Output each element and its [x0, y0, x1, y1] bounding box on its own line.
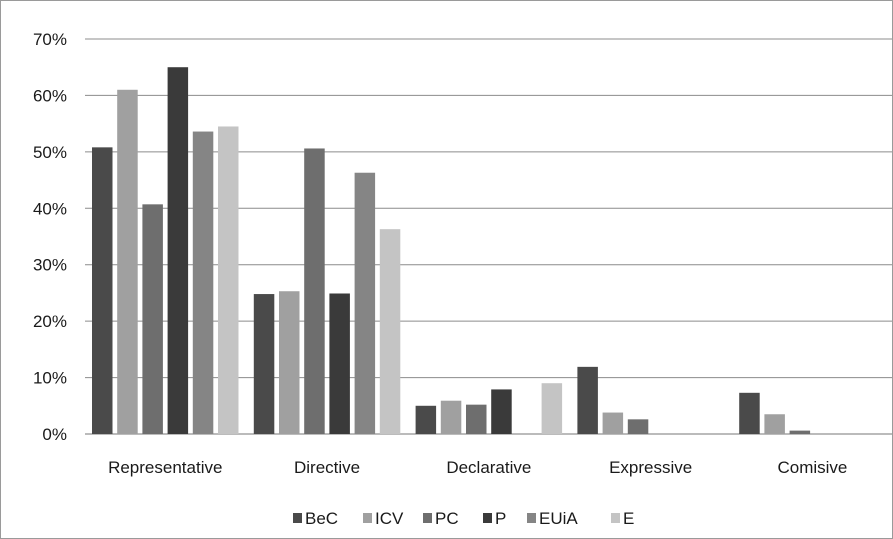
bar-pc-comisive — [789, 430, 811, 434]
bar-icv-comisive — [764, 414, 785, 434]
bar-bec-declarative — [415, 405, 437, 434]
y-tick-label: 30% — [33, 256, 67, 275]
y-tick-label: 50% — [33, 143, 67, 162]
legend-label-euia: EUiA — [539, 509, 578, 528]
bar-pc-directive — [304, 148, 325, 434]
x-category-label: Comisive — [777, 458, 847, 477]
bar-bec-expressive — [577, 366, 598, 434]
bar-pc-declarative — [466, 404, 487, 434]
y-tick-label: 60% — [33, 86, 67, 105]
y-tick-label: 10% — [33, 369, 67, 388]
y-tick-label: 70% — [33, 30, 67, 49]
legend-swatch-bec — [293, 513, 302, 523]
legend-swatch-e — [611, 513, 620, 523]
bars — [92, 67, 811, 435]
bar-p-declarative — [491, 389, 512, 434]
legend: BeC ICV PC P EUiA E — [293, 509, 634, 528]
bar-icv-expressive — [602, 412, 624, 434]
bar-p-representative — [167, 67, 189, 434]
bar-bec-representative — [92, 147, 113, 435]
bar-e-representative — [218, 126, 239, 434]
x-axis: Representative Directive Declarative Expres… — [108, 458, 847, 477]
y-tick-label: 40% — [33, 199, 67, 218]
bar-pc-representative — [142, 204, 163, 434]
bar-euia-directive — [354, 172, 376, 434]
legend-label-bec: BeC — [305, 509, 338, 528]
bar-p-directive — [329, 293, 350, 434]
legend-swatch-euia — [527, 513, 536, 523]
y-tick-label: 20% — [33, 312, 67, 331]
bar-pc-expressive — [627, 419, 649, 434]
bar-icv-directive — [279, 291, 300, 434]
bar-e-declarative — [541, 383, 563, 434]
legend-label-pc: PC — [435, 509, 459, 528]
bar-bec-directive — [253, 294, 275, 434]
legend-swatch-pc — [423, 513, 432, 523]
bar-icv-representative — [117, 89, 138, 435]
x-category-label: Declarative — [446, 458, 531, 477]
bar-bec-comisive — [739, 392, 760, 434]
x-category-label: Directive — [294, 458, 360, 477]
x-category-label: Representative — [108, 458, 222, 477]
bar-e-directive — [379, 229, 401, 434]
y-tick-label: 0% — [42, 425, 67, 444]
legend-label-e: E — [623, 509, 634, 528]
legend-label-p: P — [495, 509, 506, 528]
y-axis: 0% 10% 20% 30% 40% 50% 60% 70% — [33, 30, 67, 444]
x-category-label: Expressive — [609, 458, 692, 477]
legend-swatch-p — [483, 513, 492, 523]
legend-swatch-icv — [363, 513, 372, 523]
bar-euia-representative — [192, 131, 214, 435]
legend-label-icv: ICV — [375, 509, 404, 528]
bar-icv-declarative — [440, 400, 462, 434]
